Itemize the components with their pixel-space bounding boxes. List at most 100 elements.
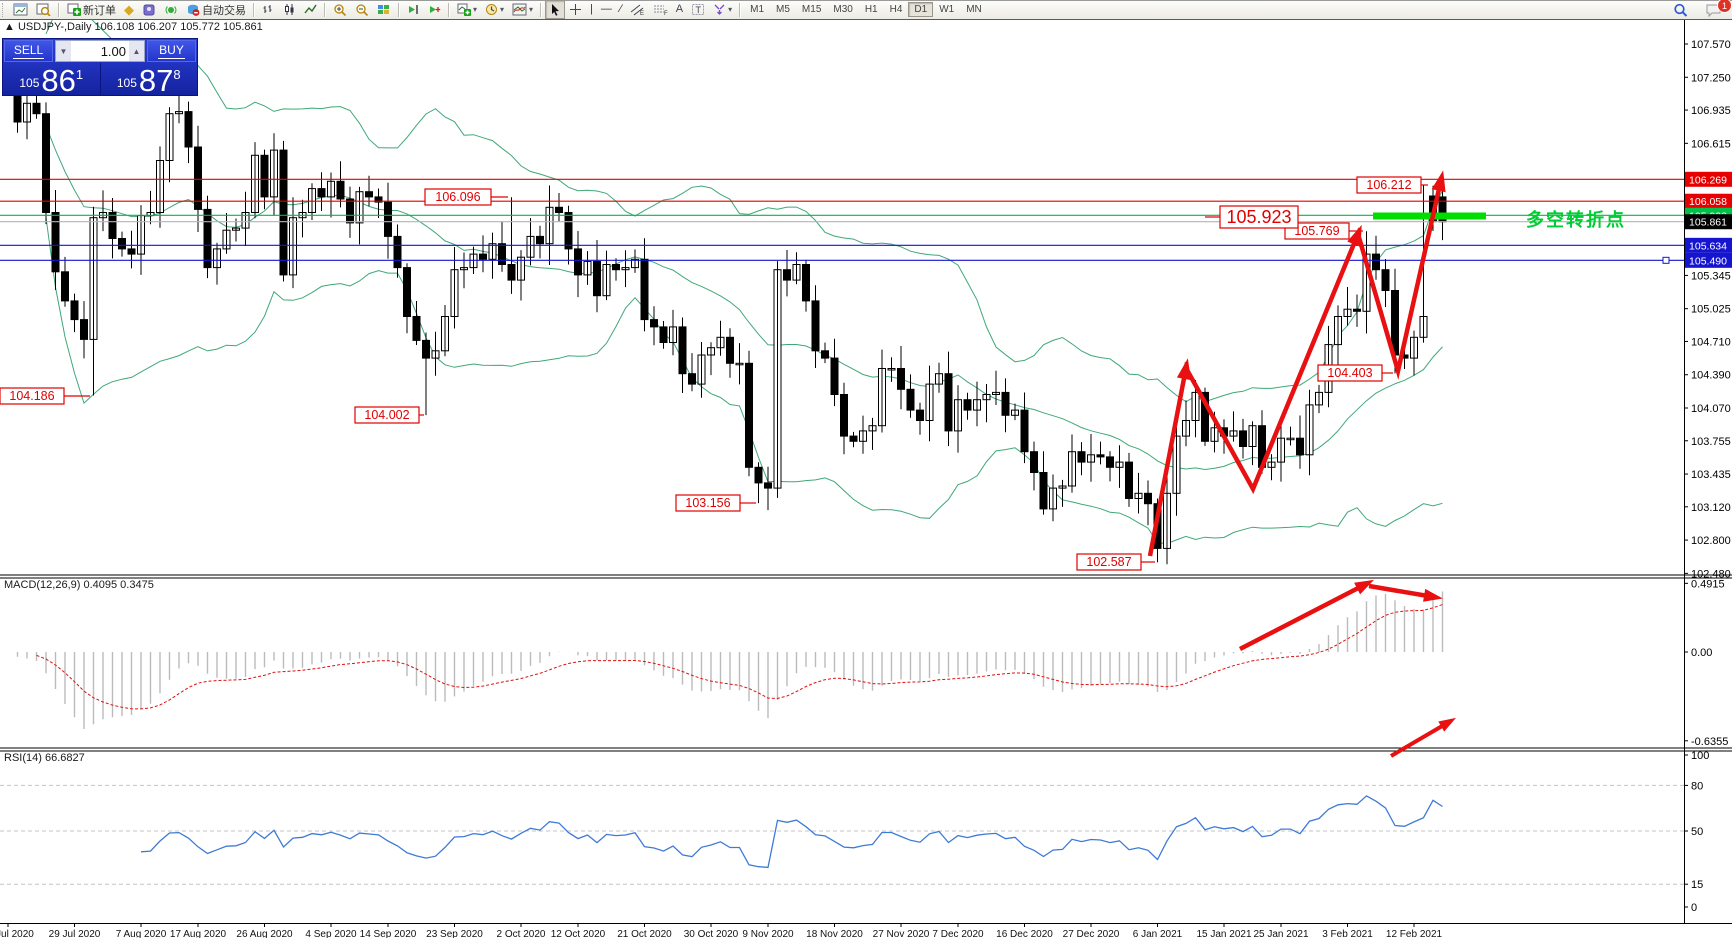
timeframe-D1[interactable]: D1: [908, 2, 934, 17]
zoom-in-button[interactable]: [329, 0, 351, 19]
timeframe-M5[interactable]: M5: [776, 4, 790, 15]
svg-text:12 Oct 2020: 12 Oct 2020: [551, 929, 606, 938]
fibonacci-tool-button[interactable]: F: [649, 0, 672, 19]
axis-badge: [1685, 252, 1732, 268]
new-chart-icon: [13, 3, 28, 16]
separator: [540, 2, 543, 17]
sell-button[interactable]: SELL: [4, 40, 53, 62]
macd-trend-arrow[interactable]: [1238, 582, 1368, 651]
axes: 107.570 107.250 106.935 106.615 105.345 105.0…: [0, 19, 1732, 924]
search-button[interactable]: [1669, 1, 1693, 20]
marketwatch-button[interactable]: ◆: [120, 0, 138, 19]
horizontal-line-icon: —: [600, 3, 612, 15]
svg-text:102.587: 102.587: [1086, 555, 1131, 569]
chart-shift-icon: [430, 6, 441, 13]
notifications-button[interactable]: 1: [1701, 0, 1732, 20]
svg-text:23 Sep 2020: 23 Sep 2020: [426, 929, 483, 938]
timeframe-MN[interactable]: MN: [966, 4, 982, 15]
line-chart-mode-button[interactable]: [300, 0, 321, 19]
data-window-button[interactable]: [138, 0, 160, 19]
text-tool-button[interactable]: A: [672, 0, 687, 19]
sell-price[interactable]: 105 86 1: [3, 63, 101, 96]
new-order-button[interactable]: 新订单: [63, 0, 120, 19]
macd-panel: 0.4915 0.00 -0.6355: [16, 578, 1728, 748]
svg-text:14 Sep 2020: 14 Sep 2020: [360, 929, 417, 938]
svg-text:105.861: 105.861: [1689, 217, 1727, 229]
vertical-line-icon: |: [590, 3, 593, 15]
macd-trend-arrow[interactable]: [1368, 583, 1435, 600]
auto-scroll-button[interactable]: [403, 0, 424, 19]
svg-text:104.390: 104.390: [1691, 370, 1731, 382]
toolbar: 新订单 ◆ 自动交易: [0, 0, 1732, 20]
trend-zigzag-annotation[interactable]: [1147, 170, 1446, 557]
price-label-objects[interactable]: 104.186 106.096 104.002 103.156 102.587 105.7…: [0, 176, 1428, 571]
templates-button[interactable]: ▾: [508, 0, 537, 19]
volume-increase-button[interactable]: ▲: [129, 41, 144, 61]
timeframe-M15[interactable]: M15: [801, 4, 822, 15]
svg-text:103.156: 103.156: [685, 496, 730, 510]
buy-price[interactable]: 105 87 8: [116, 63, 181, 98]
timeframe-H4[interactable]: H4: [889, 4, 903, 15]
svg-text:104.186: 104.186: [9, 389, 54, 403]
svg-text:T: T: [696, 5, 702, 15]
separator: [58, 2, 60, 17]
horizontal-line-tool-button[interactable]: —: [597, 0, 616, 19]
new-order-label: 新订单: [83, 4, 116, 17]
line-handle[interactable]: [1662, 256, 1670, 264]
new-chart-button[interactable]: [9, 0, 32, 19]
buy-button[interactable]: BUY: [147, 40, 196, 62]
vertical-line-tool-button[interactable]: |: [586, 0, 597, 19]
separator: [739, 2, 742, 17]
chart-shift-button[interactable]: [424, 0, 445, 19]
svg-text:107.570: 107.570: [1691, 39, 1731, 51]
svg-text:100: 100: [1691, 750, 1709, 762]
periods-button[interactable]: ▾: [481, 0, 508, 19]
navigator-button[interactable]: [160, 0, 182, 19]
bar-chart-icon: [263, 5, 272, 13]
volume-decrease-button[interactable]: ▼: [56, 41, 71, 61]
search-icon: [1674, 3, 1688, 17]
dropdown-arrow-icon: ▾: [473, 5, 478, 14]
svg-text:106.212: 106.212: [1366, 178, 1411, 192]
turning-point-bar[interactable]: [1373, 212, 1486, 220]
dropdown-arrow-icon: ▾: [500, 5, 505, 14]
chart-profiles-button[interactable]: [32, 0, 55, 19]
cursor-tool-button[interactable]: [545, 0, 566, 19]
zoom-out-button[interactable]: [351, 0, 373, 19]
arrows-tool-button[interactable]: ▾: [709, 0, 736, 19]
timeframe-M30[interactable]: M30: [833, 4, 853, 15]
autotrading-icon: [188, 4, 200, 16]
volume-input[interactable]: [71, 41, 129, 61]
svg-text:27 Dec 2020: 27 Dec 2020: [1063, 929, 1120, 938]
svg-text:104.002: 104.002: [364, 408, 409, 422]
svg-text:0.00: 0.00: [1691, 647, 1712, 659]
timeframe-H1[interactable]: H1: [864, 4, 878, 15]
channel-tool-button[interactable]: E: [626, 0, 649, 19]
svg-text:106.096: 106.096: [435, 190, 480, 204]
crosshair-icon: [570, 4, 582, 15]
autotrading-button[interactable]: 自动交易: [182, 0, 250, 19]
timeframe-W1[interactable]: W1: [939, 4, 955, 15]
crosshair-tool-button[interactable]: [565, 0, 586, 19]
macd-indicator-label: MACD(12,26,9) 0.4095 0.3475: [4, 579, 154, 591]
symbol-info: ▲ USDJPY-,Daily 106.108 106.207 105.772 …: [4, 21, 263, 33]
tile-windows-button[interactable]: [373, 0, 395, 19]
bar-chart-mode-button[interactable]: [258, 0, 279, 19]
rsi-indicator-label: RSI(14) 66.6827: [4, 752, 85, 764]
svg-text:27 Nov 2020: 27 Nov 2020: [873, 929, 930, 938]
rsi-panel: 100 80 50 15 0: [0, 717, 1709, 914]
svg-text:105.345: 105.345: [1691, 270, 1731, 282]
rsi-trend-arrow[interactable]: [1389, 720, 1451, 758]
indicators-button[interactable]: ▾: [453, 0, 481, 19]
svg-text:105.923: 105.923: [1226, 207, 1291, 227]
svg-text:102.480: 102.480: [1691, 568, 1731, 580]
data-window-icon: [143, 4, 155, 16]
auto-scroll-icon: [409, 5, 418, 14]
label-tool-button[interactable]: T: [687, 0, 709, 19]
timeframe-M1[interactable]: M1: [750, 4, 765, 15]
svg-text:103.755: 103.755: [1691, 436, 1731, 448]
arrows-icon: [714, 4, 725, 15]
trendline-tool-button[interactable]: ∕: [616, 0, 626, 19]
candle-chart-mode-button[interactable]: [279, 0, 300, 19]
